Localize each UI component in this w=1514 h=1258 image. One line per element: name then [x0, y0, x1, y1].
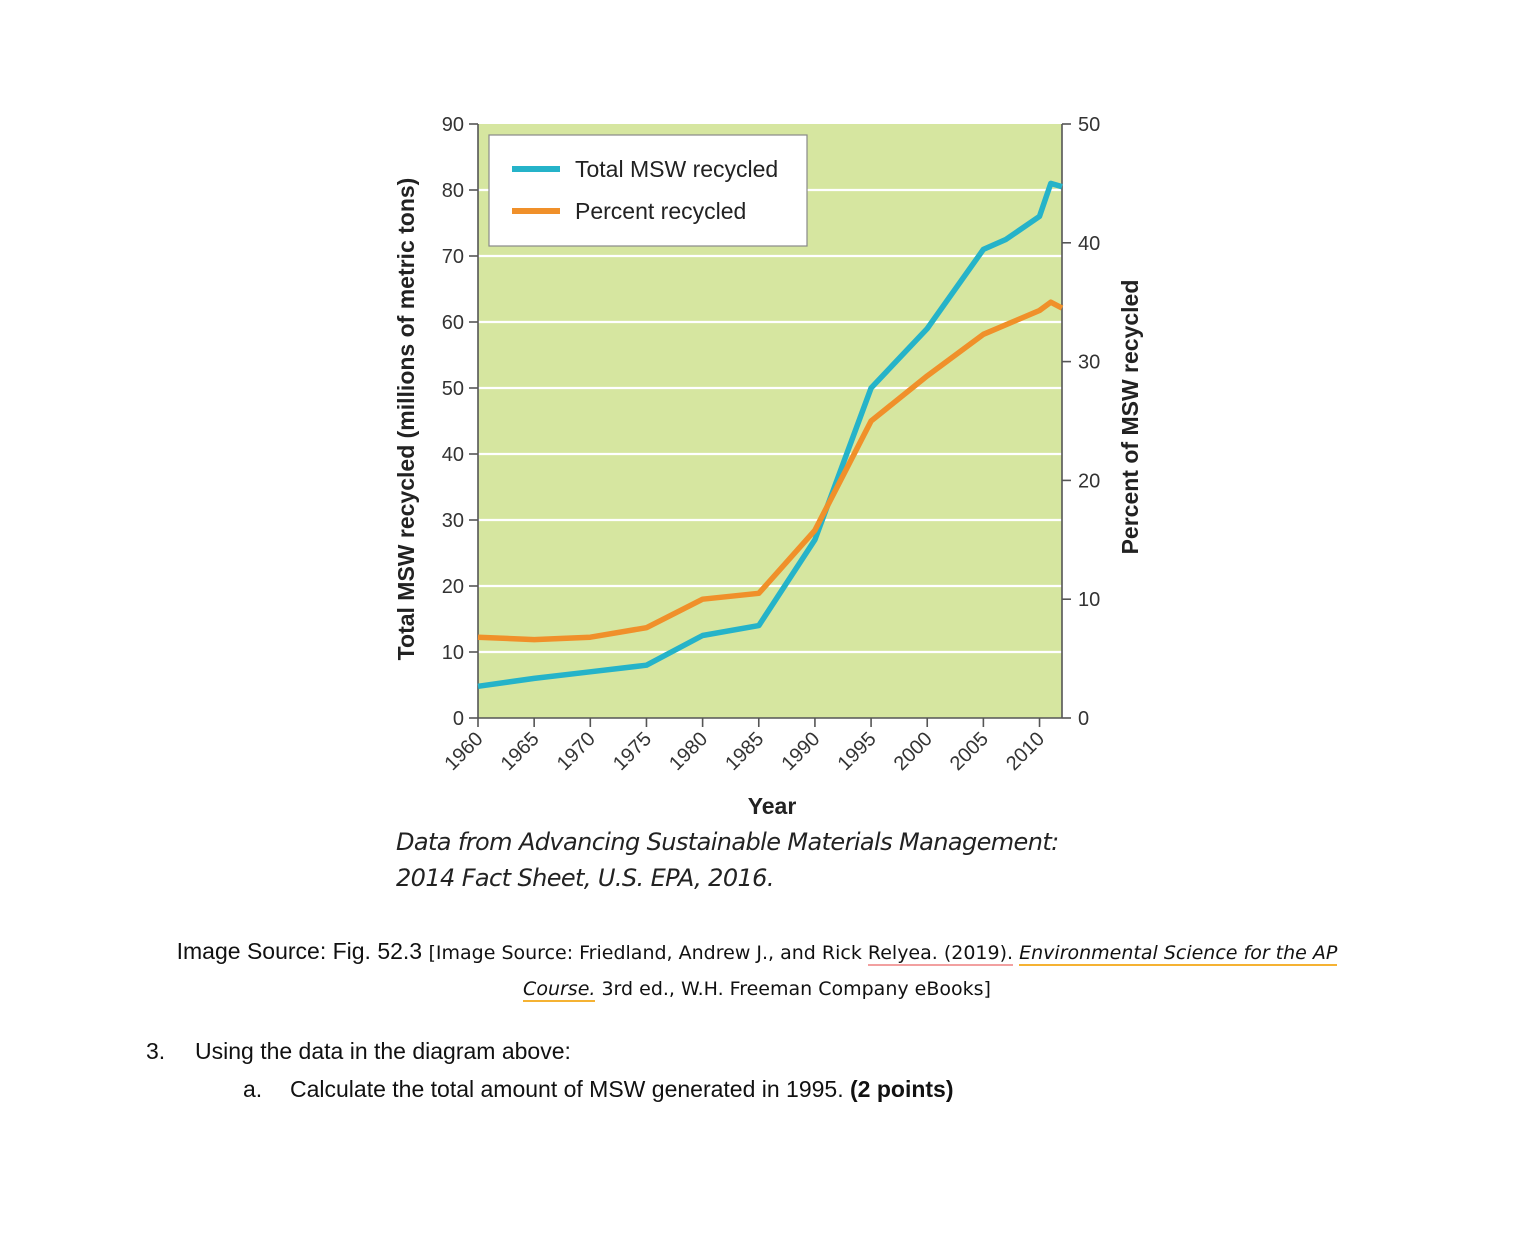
- y-tick-label-80: 80: [442, 180, 464, 202]
- series-layer: [477, 180, 1064, 690]
- citation-author-year: Relyea. (2019).: [867, 942, 1014, 966]
- y-tick-label-0: 0: [453, 708, 464, 730]
- legend-label-total: Total MSW recycled: [575, 156, 778, 182]
- x-tick-label-2005: 2005: [946, 728, 993, 775]
- y2-tick-label-0: 0: [1078, 708, 1089, 730]
- legend: Total MSW recycled Percent recycled: [488, 134, 808, 247]
- x-tick-label-1995: 1995: [834, 728, 881, 775]
- citation-prefix: Image Source: Fig. 52.3: [176, 938, 429, 964]
- x-tick-label-2000: 2000: [890, 728, 937, 775]
- y-tick-label-10: 10: [442, 642, 464, 664]
- y-tick-label-90: 90: [442, 114, 464, 136]
- y2-tick-label-10: 10: [1078, 589, 1100, 611]
- caption-line-2: 2014 Fact Sheet, U.S. EPA, 2016.: [396, 864, 774, 892]
- subquestion-points: (2 points): [850, 1076, 954, 1102]
- y-tick-label-50: 50: [442, 378, 464, 400]
- y-axis-title: Total MSW recycled (millions of metric t…: [393, 178, 419, 661]
- y2-tick-label-20: 20: [1078, 470, 1100, 492]
- x-tick-label-1960: 1960: [441, 728, 488, 775]
- y-tick-label-30: 30: [442, 510, 464, 532]
- question-prompt: Using the data in the diagram above:: [195, 1038, 571, 1064]
- y-tick-label-20: 20: [442, 576, 464, 598]
- right-axis: 0 10 20 30 40 50: [1061, 114, 1100, 730]
- x-axis-title: Year: [748, 793, 797, 819]
- citation-book-title-end: Course.: [523, 978, 596, 1002]
- y2-axis-title: Percent of MSW recycled: [1117, 280, 1143, 555]
- y-tick-label-40: 40: [442, 444, 464, 466]
- legend-box: [488, 134, 808, 247]
- x-tick-label-1990: 1990: [777, 728, 824, 775]
- citation-book-title: Environmental Science for the AP: [1019, 942, 1338, 966]
- citation-line-2: Course. 3rd ed., W.H. Freeman Company eB…: [0, 970, 1514, 1006]
- caption-line-1: Data from Advancing Sustainable Material…: [396, 828, 1059, 856]
- citation-line-1: Image Source: Fig. 52.3 [Image Source: F…: [0, 934, 1514, 970]
- x-tick-label-2010: 2010: [1002, 728, 1049, 775]
- x-axis: 1960 1965 1970 1975 1980 1985 1990 1995 2000 2005…: [441, 717, 1062, 775]
- y-tick-label-70: 70: [442, 246, 464, 268]
- legend-label-percent: Percent recycled: [575, 198, 746, 224]
- x-tick-label-1975: 1975: [609, 728, 656, 775]
- series-line-total-msw-recycled: [477, 180, 1063, 690]
- left-axis: 0 10 20 30 40 50 60 70 80 90: [442, 114, 479, 730]
- subquestion-text: Calculate the total amount of MSW genera…: [290, 1076, 954, 1103]
- subquestion-body: Calculate the total amount of MSW genera…: [290, 1076, 850, 1102]
- citation-bracket-open: [Image Source: Friedland, Andrew J., and…: [428, 942, 868, 964]
- citation-edition: 3rd ed., W.H. Freeman Company eBooks]: [595, 978, 991, 1000]
- msw-recycling-chart: 0 10 20 30 40 50 60 70 80 90 0 10 20 30 40 50 1960 1965…: [393, 114, 1143, 819]
- y2-tick-label-30: 30: [1078, 352, 1100, 374]
- series-line-percent-recycled: [477, 299, 1064, 643]
- figure-caption: Data from Advancing Sustainable Material…: [396, 824, 1059, 896]
- y2-tick-label-50: 50: [1078, 114, 1100, 136]
- x-tick-label-1980: 1980: [665, 728, 712, 775]
- x-tick-label-1985: 1985: [721, 728, 768, 775]
- image-source-citation: Image Source: Fig. 52.3 [Image Source: F…: [0, 934, 1514, 1006]
- subquestion-letter: a.: [243, 1076, 263, 1102]
- x-tick-label-1965: 1965: [497, 728, 544, 775]
- x-tick-label-1970: 1970: [553, 728, 600, 775]
- y2-tick-label-40: 40: [1078, 233, 1100, 255]
- question-number: 3.: [146, 1038, 166, 1064]
- y-tick-label-60: 60: [442, 312, 464, 334]
